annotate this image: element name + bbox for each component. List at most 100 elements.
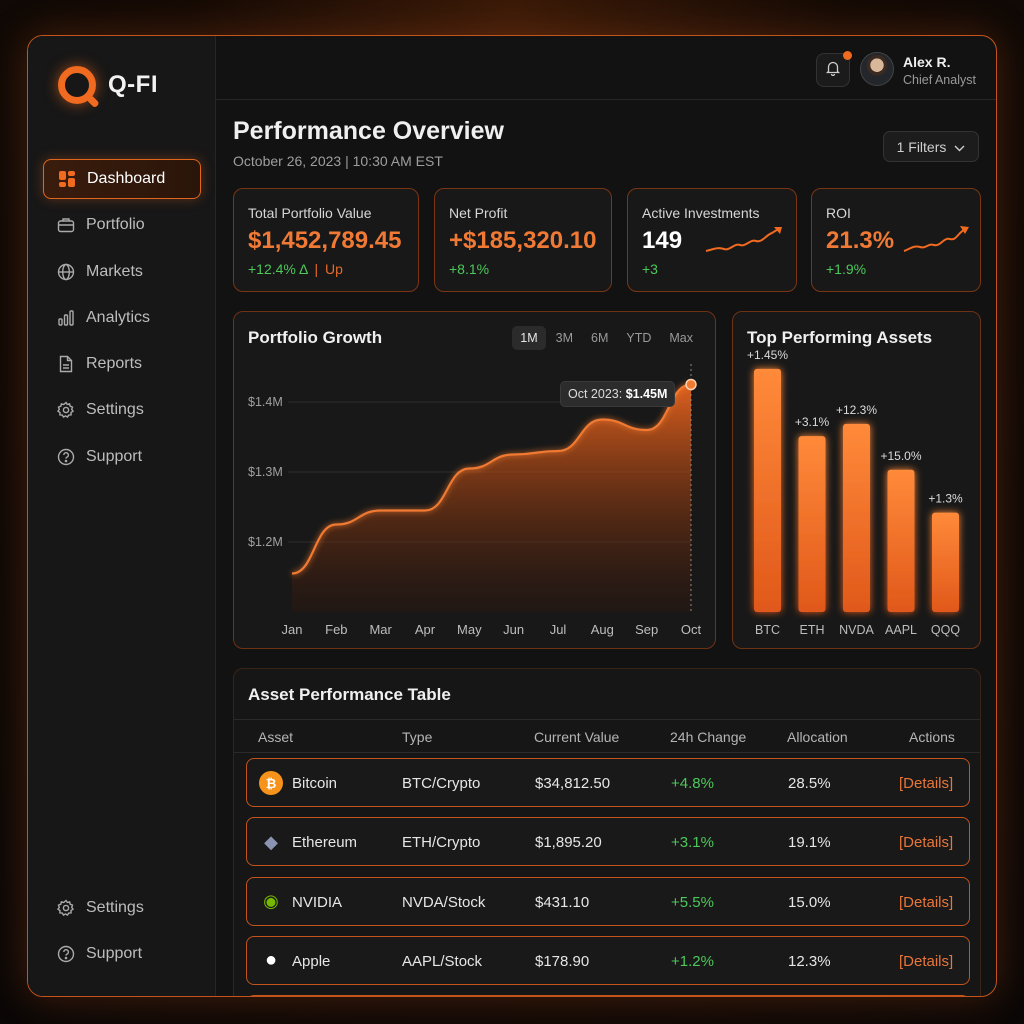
notifications-button[interactable] <box>816 51 852 87</box>
table-row[interactable]: ● Apple AAPL/Stock $178.90 +1.2% 12.3% [Detail… <box>246 935 970 985</box>
kpi-active-investments[interactable]: Active Investments 149 +3 <box>627 188 797 292</box>
chart-tooltip: Oct 2023: $1.45M <box>560 381 676 407</box>
sidebar-item-label: Settings <box>86 401 144 419</box>
x-tick-label: Feb <box>325 622 347 637</box>
x-tick-label: Mar <box>369 622 392 637</box>
sidebar-bottom-support[interactable]: Support <box>43 934 201 974</box>
globe-icon <box>56 262 76 282</box>
briefcase-icon <box>56 215 76 235</box>
kpi-roi[interactable]: ROI 21.3% +1.9% <box>811 188 981 292</box>
details-link[interactable]: [Details] <box>899 775 954 792</box>
top-assets-card: Top Performing Assets +1.45% BTC +3.1% ETH +… <box>732 311 981 649</box>
cell-asset: Ethereum <box>292 834 358 852</box>
column-header-24h-change[interactable]: 24h Change <box>670 729 747 745</box>
page-title: Performance Overview <box>233 117 504 145</box>
bar[interactable] <box>798 436 826 612</box>
y-tick-label: $1.3M <box>248 465 283 479</box>
column-header-allocation[interactable]: Allocation <box>787 729 848 745</box>
range-tab-3m[interactable]: 3M <box>555 331 573 345</box>
sidebar-item-analytics[interactable]: Analytics <box>43 298 201 338</box>
cell-current-value: $1,895.20 <box>535 834 602 852</box>
page-date: October 26, 2023 | 10:30 AM EST <box>233 153 443 169</box>
details-link[interactable]: [Details] <box>899 952 954 970</box>
bar[interactable] <box>887 469 915 612</box>
table-row[interactable]: ▲RobetETH/Stock$1,323.50+3.3%8.8%[Detail… <box>246 995 970 996</box>
tooltip-value: $1.45M <box>625 387 668 401</box>
bar[interactable] <box>754 368 781 612</box>
portfolio-growth-title: Portfolio Growth <box>248 328 383 347</box>
top-assets-chart[interactable]: +1.45% BTC +3.1% ETH +12.3% NVDA +15.0% AAPL +1.… <box>733 312 982 650</box>
cell-current-value: $34,812.50 <box>535 775 611 792</box>
filters-label: 1 Filters <box>896 138 947 155</box>
sidebar-item-dashboard[interactable]: Dashboard <box>43 159 201 199</box>
range-tabs: 1M 3M 6M YTD Max <box>510 326 701 350</box>
x-tick-label: Jul <box>550 622 567 637</box>
range-tab-6m[interactable]: 6M <box>591 331 609 345</box>
asset-table: Asset Performance Table Asset Type Curre… <box>233 668 981 996</box>
table-row[interactable]: ◉ NVIDIA NVDA/Stock $431.10 +5.5% 15.0% [Detai… <box>246 876 970 926</box>
bell-icon <box>825 60 841 81</box>
cell-type: NVDA/Stock <box>402 893 486 911</box>
sidebar-item-markets[interactable]: Markets <box>43 252 201 292</box>
column-header-type[interactable]: Type <box>402 729 433 745</box>
kpi-value: $1,452,789.45 <box>248 227 402 254</box>
bar[interactable] <box>932 512 959 612</box>
details-link[interactable]: [Details] <box>899 834 954 852</box>
range-tab-1m[interactable]: 1M <box>512 326 546 350</box>
table-row[interactable]: ◆ Ethereum ETH/Crypto $1,895.20 +3.1% 19.1% [D… <box>246 817 970 867</box>
sidebar-item-reports[interactable]: Reports <box>43 344 201 384</box>
bar-data-label: +1.3% <box>928 492 963 506</box>
cell-current-value: $178.90 <box>535 952 590 970</box>
bar[interactable] <box>843 423 870 612</box>
help-icon <box>56 447 76 467</box>
sparkline-icon <box>705 227 782 252</box>
cell-24h-change: +1.2% <box>671 952 714 970</box>
filters-button[interactable]: 1 Filters <box>883 131 979 162</box>
kpi-value: +$185,320.10 <box>449 227 597 254</box>
kpi-change: +3 <box>642 261 658 277</box>
sparkline-icon <box>903 226 969 252</box>
gear-icon <box>56 898 76 918</box>
sidebar-nav: Dashboard Portfolio Markets Analytics <box>43 159 201 483</box>
data-point-highlight[interactable] <box>685 378 697 391</box>
logo[interactable]: Q-FI <box>58 66 158 104</box>
x-tick-label: Jan <box>282 622 303 637</box>
sidebar-bottom-settings[interactable]: Settings <box>43 888 201 928</box>
column-header-asset[interactable]: Asset <box>258 729 294 745</box>
sidebar-item-portfolio[interactable]: Portfolio <box>43 205 201 245</box>
x-tick-label: Apr <box>415 622 436 637</box>
cell-asset: Bitcoin <box>292 775 338 792</box>
cell-allocation: 28.5% <box>788 775 831 792</box>
bar-category-label: NVDA <box>839 623 874 637</box>
chevron-down-icon <box>954 139 965 155</box>
user-name: Alex R. <box>903 54 951 70</box>
bar-data-label: +12.3% <box>836 403 877 417</box>
avatar[interactable] <box>860 52 894 86</box>
sidebar: Q-FI Dashboard Portfolio Markets <box>28 36 216 996</box>
x-tick-label: Jun <box>503 622 524 637</box>
app-name: Q-FI <box>108 71 158 98</box>
details-link[interactable]: [Details] <box>899 893 954 911</box>
table-header: Asset Type Current Value 24h Change Allo… <box>234 719 980 753</box>
bar-data-label: +3.1% <box>795 415 830 429</box>
cell-type: AAPL/Stock <box>402 952 483 970</box>
range-tab-max[interactable]: Max <box>669 331 693 345</box>
sidebar-item-label: Markets <box>86 262 143 280</box>
sidebar-bottom-nav: Settings Support <box>43 888 201 980</box>
range-tab-ytd[interactable]: YTD <box>626 331 652 345</box>
cell-24h-change: +3.1% <box>671 834 714 852</box>
column-header-current-value[interactable]: Current Value <box>534 729 620 745</box>
sidebar-item-support[interactable]: Support <box>43 437 201 477</box>
kpi-net-profit[interactable]: Net Profit +$185,320.10 +8.1% <box>434 188 612 292</box>
asset-table-title: Asset Performance Table <box>248 685 451 704</box>
x-tick-label: May <box>457 622 482 637</box>
sidebar-item-label: Analytics <box>86 308 151 326</box>
cell-type: BTC/Crypto <box>402 775 481 792</box>
table-row[interactable]: ₿ Bitcoin BTC/Crypto $34,812.50 +4.8% 28.5% [D… <box>246 758 970 807</box>
portfolio-growth-chart[interactable]: $1.2M $1.3M $1.4M Jan Feb Mar Apr May Jun Jul Aug S… <box>234 312 717 650</box>
cell-allocation: 19.1% <box>788 834 831 852</box>
help-icon <box>56 944 76 964</box>
sidebar-item-settings[interactable]: Settings <box>43 390 201 430</box>
kpi-total-portfolio-value[interactable]: Total Portfolio Value $1,452,789.45 +12.… <box>233 188 419 292</box>
cell-type: ETH/Crypto <box>402 834 481 852</box>
